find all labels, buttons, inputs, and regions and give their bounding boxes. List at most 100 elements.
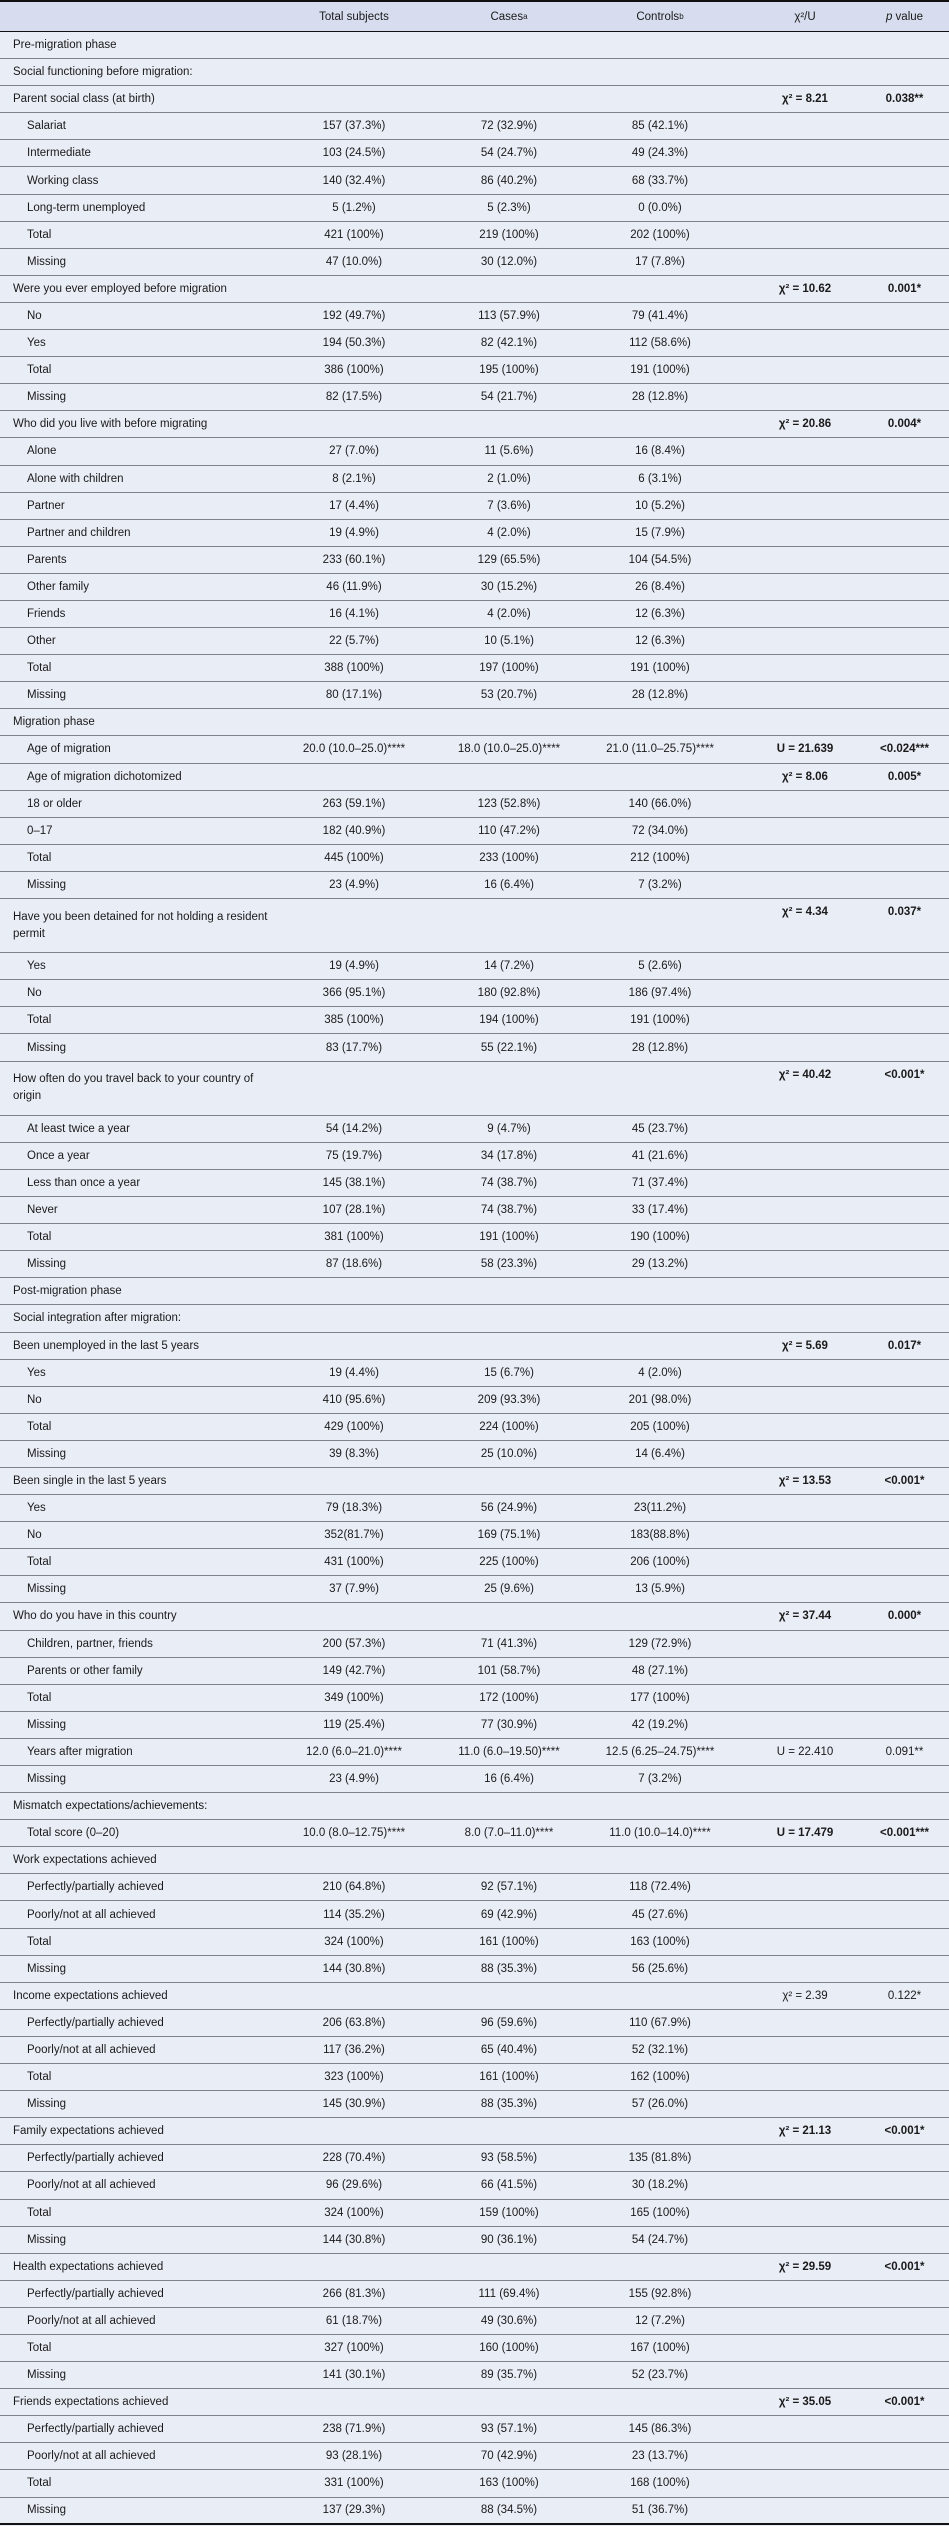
statistic-cell: χ² = 10.62 xyxy=(778,282,832,295)
controls-cell: 41 (21.6%) xyxy=(631,1149,689,1162)
row-label: Partner xyxy=(27,499,65,512)
cases-cell: 10 (5.1%) xyxy=(484,635,534,648)
controls-cell: 23(11.2%) xyxy=(633,1502,687,1515)
cases-cell: 88 (35.3%) xyxy=(480,1962,538,1975)
total-subjects-cell: 145 (38.1%) xyxy=(322,1176,386,1189)
controls-cell: 13 (5.9%) xyxy=(635,1583,685,1596)
controls-cell: 145 (86.3%) xyxy=(628,2423,692,2436)
cases-cell: 101 (58.7%) xyxy=(477,1664,541,1677)
cases-cell: 161 (100%) xyxy=(479,2071,539,2084)
total-subjects-cell: 157 (37.3%) xyxy=(322,120,386,133)
row-label: Missing xyxy=(27,1258,66,1271)
row-label: Total xyxy=(27,662,52,675)
cases-cell: 16 (6.4%) xyxy=(484,878,534,891)
table-row: Total 385 (100%) 194 (100%) 191 (100%) xyxy=(0,1007,949,1035)
table-row: Total 421 (100%) 219 (100%) 202 (100%) xyxy=(0,222,949,249)
statistic-cell: χ² = 40.42 xyxy=(778,1068,832,1081)
row-label: Total xyxy=(27,2342,52,2355)
statistic-cell: χ² = 35.05 xyxy=(778,2396,832,2409)
controls-cell: 30 (18.2%) xyxy=(631,2179,689,2192)
cases-cell: 55 (22.1%) xyxy=(480,1041,538,1054)
total-subjects-cell: 80 (17.1%) xyxy=(325,689,383,702)
controls-cell: 33 (17.4%) xyxy=(631,1204,689,1217)
header-controls-label: Controls xyxy=(636,10,680,23)
cases-cell: 18.0 (10.0–25.0)**** xyxy=(457,743,561,756)
p-value-cell: 0.038** xyxy=(885,93,924,106)
controls-cell: 49 (24.3%) xyxy=(631,147,689,160)
row-label: Total xyxy=(27,851,52,864)
table-row: Missing 82 (17.5%) 54 (21.7%) 28 (12.8%) xyxy=(0,384,949,412)
row-label: Total xyxy=(27,2477,52,2490)
total-subjects-cell: 421 (100%) xyxy=(324,228,384,241)
total-subjects-cell: 61 (18.7%) xyxy=(325,2314,383,2327)
table-row: No 410 (95.6%) 209 (93.3%) 201 (98.0%) xyxy=(0,1387,949,1414)
footnote-a: a xyxy=(523,12,528,21)
header-value: value xyxy=(892,10,924,23)
table-row: Total 331 (100%) 163 (100%) 168 (100%) xyxy=(0,2470,949,2498)
cases-cell: 89 (35.7%) xyxy=(480,2369,538,2382)
table-row: Salariat 157 (37.3%) 72 (32.9%) 85 (42.1%) xyxy=(0,113,949,141)
table-row: Yes 194 (50.3%) 82 (42.1%) 112 (58.6%) xyxy=(0,330,949,358)
table-row: Alone with children 8 (2.1%) 2 (1.0%) 6 (3.… xyxy=(0,466,949,493)
total-subjects-cell: 119 (25.4%) xyxy=(323,1718,385,1731)
p-value-cell: <0.001* xyxy=(884,1068,925,1081)
table-row: Missing 141 (30.1%) 89 (35.7%) 52 (23.7%) xyxy=(0,2362,949,2390)
controls-cell: 104 (54.5%) xyxy=(628,553,692,566)
total-subjects-cell: 114 (35.2%) xyxy=(323,1908,385,1921)
controls-cell: 17 (7.8%) xyxy=(635,255,685,268)
table-row: Once a year 75 (19.7%) 34 (17.8%) 41 (21.6%… xyxy=(0,1143,949,1170)
table-row: Poorly/not at all achieved 96 (29.6%) 66 (… xyxy=(0,2172,949,2200)
table-row: Long-term unemployed 5 (1.2%) 5 (2.3%) 0 (0… xyxy=(0,195,949,222)
table-row: Missing 47 (10.0%) 30 (12.0%) 17 (7.8%) xyxy=(0,249,949,276)
table-row: Been single in the last 5 years χ² = 13.5… xyxy=(0,1468,949,1496)
total-subjects-cell: 23 (4.9%) xyxy=(329,878,379,891)
table-row: Parents 233 (60.1%) 129 (65.5%) 104 (54.5%) xyxy=(0,547,949,574)
row-label: Total xyxy=(27,1691,52,1704)
table-row: Missing 83 (17.7%) 55 (22.1%) 28 (12.8%) xyxy=(0,1034,949,1062)
table-row: Total 349 (100%) 172 (100%) 177 (100%) xyxy=(0,1685,949,1712)
table-row: At least twice a year 54 (14.2%) 9 (4.7%) 4… xyxy=(0,1116,949,1143)
row-label: Total xyxy=(27,1231,52,1244)
total-subjects-cell: 103 (24.5%) xyxy=(322,147,386,160)
cases-cell: 90 (36.1%) xyxy=(480,2233,538,2246)
statistic-cell: χ² = 13.53 xyxy=(778,1475,832,1488)
cases-cell: 25 (9.6%) xyxy=(484,1583,534,1596)
row-label: Yes xyxy=(27,960,46,973)
controls-cell: 28 (12.8%) xyxy=(631,391,689,404)
header-cases-label: Cases xyxy=(490,10,524,23)
controls-cell: 12 (6.3%) xyxy=(635,635,685,648)
cases-cell: 163 (100%) xyxy=(479,2477,539,2490)
row-label: Social integration after migration: xyxy=(13,1312,182,1325)
row-label: Once a year xyxy=(27,1149,90,1162)
cases-cell: 8.0 (7.0–11.0)**** xyxy=(464,1827,554,1840)
table-row: Missing 80 (17.1%) 53 (20.7%) 28 (12.8%) xyxy=(0,682,949,710)
statistic-cell: U = 17.479 xyxy=(776,1827,834,1840)
controls-cell: 201 (98.0%) xyxy=(628,1393,692,1406)
controls-cell: 42 (19.2%) xyxy=(631,1718,689,1731)
cases-cell: 93 (58.5%) xyxy=(480,2152,538,2165)
cases-cell: 219 (100%) xyxy=(479,228,539,241)
cases-cell: 25 (10.0%) xyxy=(480,1447,538,1460)
controls-cell: 163 (100%) xyxy=(630,1935,690,1948)
row-label: Total xyxy=(27,1935,52,1948)
cases-cell: 54 (24.7%) xyxy=(480,147,538,160)
row-label: Total score (0–20) xyxy=(27,1827,120,1840)
total-subjects-cell: 140 (32.4%) xyxy=(322,174,386,187)
controls-cell: 56 (25.6%) xyxy=(631,1962,689,1975)
row-label: No xyxy=(27,987,42,1000)
row-label: Health expectations achieved xyxy=(13,2260,164,2273)
row-label: Parents or other family xyxy=(27,1664,143,1677)
table-row: Social functioning before migration: xyxy=(0,59,949,87)
table-row: Total 381 (100%) 191 (100%) 190 (100%) xyxy=(0,1224,949,1252)
controls-cell: 68 (33.7%) xyxy=(631,174,689,187)
controls-cell: 54 (24.7%) xyxy=(631,2233,689,2246)
total-subjects-cell: 117 (36.2%) xyxy=(323,2043,385,2056)
controls-cell: 10 (5.2%) xyxy=(635,499,685,512)
row-label: Who did you live with before migrating xyxy=(13,418,208,431)
footnote-b: b xyxy=(679,12,684,21)
total-subjects-cell: 228 (70.4%) xyxy=(322,2152,386,2165)
row-label: Poorly/not at all achieved xyxy=(27,2314,156,2327)
controls-cell: 16 (8.4%) xyxy=(635,445,685,458)
total-subjects-cell: 83 (17.7%) xyxy=(325,1041,383,1054)
row-label: Parents xyxy=(27,553,67,566)
